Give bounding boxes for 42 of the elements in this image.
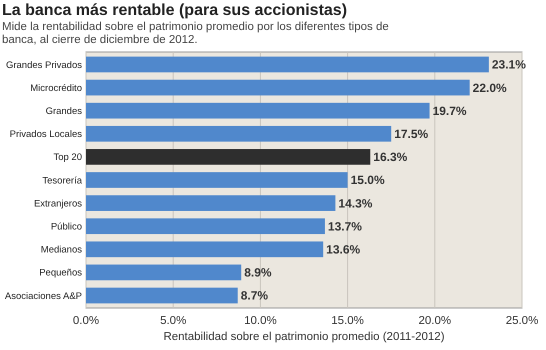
data-label: 19.7%: [432, 104, 467, 118]
x-tick-label: 20.0%: [418, 315, 452, 327]
data-label: 8.7%: [240, 288, 268, 303]
x-axis-title: Rentabilidad sobre el patrimonio promedio (2011-2012): [163, 331, 445, 343]
y-tick-label: Grandes Privados: [6, 60, 82, 71]
data-label: 22.0%: [472, 80, 508, 95]
data-label: 16.3%: [373, 150, 408, 164]
y-tick-label: Extranjeros: [34, 198, 82, 210]
data-label: 15.0%: [350, 173, 385, 188]
bar: [86, 288, 238, 304]
x-tick-label: 0.0%: [72, 315, 100, 327]
data-label: 23.1%: [492, 58, 526, 72]
chart-subtitle: Mide la rentabilidad sobre el patrimonio promedio por los diferentes tipos de banca, al cierre de diciembre de 2012.: [2, 21, 389, 46]
x-tick-label: 25.0%: [506, 315, 538, 327]
bar: [86, 126, 392, 142]
y-tick-label: Medianos: [40, 244, 82, 256]
data-label: 17.5%: [394, 126, 429, 141]
chart-title: La banca más rentable (para sus accionistas): [2, 2, 348, 19]
bar: [86, 102, 430, 119]
data-label: 13.7%: [328, 219, 362, 234]
data-label: 8.9%: [244, 266, 272, 280]
x-tick-label: 10.0%: [244, 315, 277, 327]
bar: [86, 56, 489, 72]
bar: [86, 80, 470, 96]
y-tick-label: Top 20: [53, 152, 82, 164]
bar: [86, 241, 324, 258]
bar: [86, 195, 336, 211]
bar: [86, 172, 348, 188]
bar: [86, 149, 370, 165]
y-tick-label: Microcrédito: [30, 82, 82, 94]
y-tick-label: Público: [50, 222, 82, 233]
data-label: 14.3%: [338, 196, 373, 210]
y-tick-label: Grandes: [46, 106, 82, 118]
bar: [86, 264, 242, 280]
bar: [86, 218, 325, 234]
y-tick-label: Pequeños: [39, 268, 82, 279]
y-tick-label: Asociaciones A&P: [4, 290, 82, 302]
data-label: 13.6%: [326, 242, 361, 257]
x-tick-label: 5.0%: [160, 315, 186, 327]
x-tick-label: 15.0%: [331, 315, 364, 327]
y-tick-label: Tesorería: [42, 175, 83, 186]
y-tick-label: Privados Locales: [10, 129, 82, 140]
